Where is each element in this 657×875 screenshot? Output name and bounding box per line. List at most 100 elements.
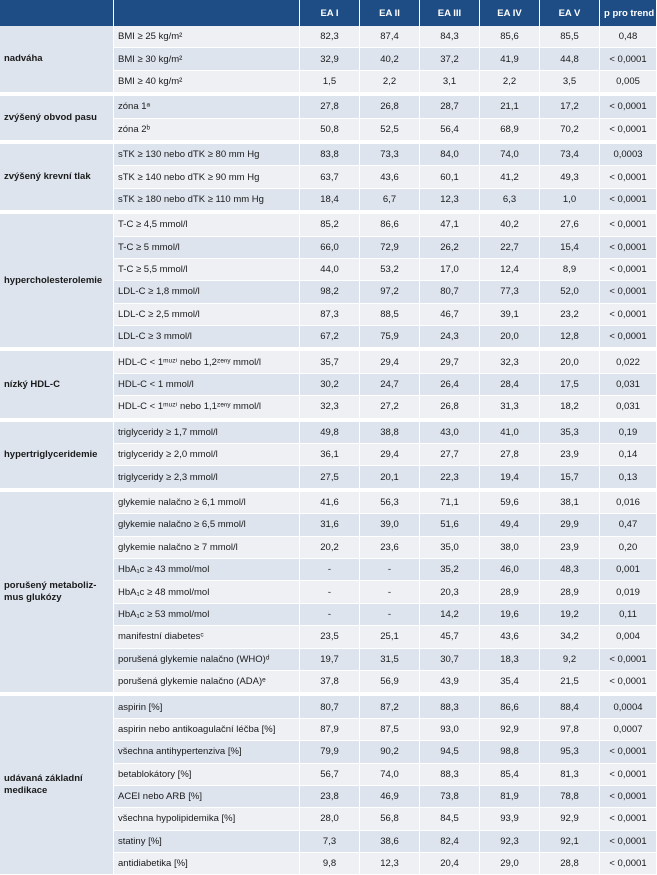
table-row: udávaná základní medikace aspirin [%] 80,7… xyxy=(0,696,657,875)
value-cell: 82,4 xyxy=(420,830,480,854)
value-cell: 87,2 xyxy=(360,696,420,719)
value-cell: 53,2 xyxy=(360,258,420,282)
criterion-cell: LDL-C ≥ 3 mmol/l xyxy=(114,326,300,349)
p-trend-cell: 0,001 xyxy=(600,558,657,582)
value-cell: 2,2 xyxy=(360,70,420,94)
table-row: glykemie nalačno ≥ 6,5 mmol/l 31,6 39,0 51,… xyxy=(0,514,657,537)
value-cell: 30,7 xyxy=(420,648,480,671)
p-trend-cell: < 0,0001 xyxy=(600,853,657,875)
value-cell: 72,9 xyxy=(360,236,420,259)
table-row: HbA₁c ≥ 43 mmol/mol - -35,2 46,0 48,3 0,001 xyxy=(0,558,657,582)
value-cell: 38,6 xyxy=(360,830,420,854)
group-label: udávaná základní medikace xyxy=(0,696,114,875)
value-cell: 84,3 xyxy=(420,26,480,49)
table-row: triglyceridy ≥ 2,0 mmol/l 36,1 29,4 27,7 27,… xyxy=(0,444,657,467)
value-cell: 43,6 xyxy=(480,626,540,649)
criterion-cell: sTK ≥ 130 nebo dTK ≥ 80 mm Hg xyxy=(114,143,300,167)
p-trend-cell: 0,47 xyxy=(600,514,657,537)
value-cell: 38,8 xyxy=(360,421,420,445)
criterion-cell: zóna 1ᵃ xyxy=(114,96,300,119)
value-cell: 20,2 xyxy=(300,536,360,559)
value-cell: 84,5 xyxy=(420,808,480,831)
table-body: nadváha BMI ≥ 25 kg/m² 82,3 87,4 84,3 85,6 85,… xyxy=(0,26,657,875)
value-cell: 29,9 xyxy=(540,514,600,537)
p-trend-cell: 0,0004 xyxy=(600,696,657,719)
p-trend-cell: 0,005 xyxy=(600,70,657,94)
group-label: zvýšený krevní tlak xyxy=(0,143,114,212)
value-cell: 14,2 xyxy=(420,603,480,627)
value-cell: 20,1 xyxy=(360,466,420,489)
table-row: porušený metaboliz-mus glukózy glykemie n… xyxy=(0,491,657,694)
value-cell: 17,5 xyxy=(540,373,600,397)
value-cell: 87,9 xyxy=(300,718,360,742)
criterion-cell: HDL-C < 1 mmol/l xyxy=(114,373,300,397)
p-trend-cell: < 0,0001 xyxy=(600,214,657,237)
value-cell: 88,3 xyxy=(420,763,480,786)
value-cell: 27,2 xyxy=(360,396,420,419)
value-cell: 41,0 xyxy=(480,421,540,445)
value-cell: 38,0 xyxy=(480,536,540,559)
value-cell: 36,1 xyxy=(300,444,360,467)
value-cell: 56,9 xyxy=(360,670,420,694)
value-cell: 49,4 xyxy=(480,514,540,537)
p-trend-cell: < 0,0001 xyxy=(600,808,657,831)
value-cell: 26,4 xyxy=(420,373,480,397)
header-ea3: EA III xyxy=(420,0,480,26)
p-trend-cell: 0,0003 xyxy=(600,143,657,167)
value-cell: 56,3 xyxy=(360,491,420,515)
value-cell: 78,8 xyxy=(540,785,600,809)
value-cell: 94,5 xyxy=(420,741,480,764)
value-cell: 18,4 xyxy=(300,188,360,212)
value-cell: 12,8 xyxy=(540,326,600,349)
criterion-cell: sTK ≥ 140 nebo dTK ≥ 90 mm Hg xyxy=(114,166,300,189)
value-cell: 60,1 xyxy=(420,166,480,189)
value-cell: 34,2 xyxy=(540,626,600,649)
value-cell: 20,3 xyxy=(420,581,480,604)
table-row: všechna antihypertenziva [%] 79,9 90,2 94,5… xyxy=(0,741,657,764)
value-cell: 52,0 xyxy=(540,281,600,304)
header-row: EA I EA II EA III EA IV EA V p pro trend xyxy=(0,0,657,26)
value-cell: 73,8 xyxy=(420,785,480,809)
header-ea5: EA V xyxy=(540,0,600,26)
group-label: zvýšený obvod pasu xyxy=(0,96,114,141)
p-trend-cell: < 0,0001 xyxy=(600,236,657,259)
value-cell: 95,3 xyxy=(540,741,600,764)
value-cell: 74,0 xyxy=(360,763,420,786)
criterion-cell: HbA₁c ≥ 53 mmol/mol xyxy=(114,603,300,627)
p-trend-cell: 0,13 xyxy=(600,466,657,489)
value-cell: 27,8 xyxy=(480,444,540,467)
table-row: zóna 2ᵇ 50,8 52,5 56,4 68,9 70,2 < 0,0001 xyxy=(0,118,657,141)
value-cell: 23,2 xyxy=(540,303,600,327)
p-trend-cell: < 0,0001 xyxy=(600,188,657,212)
table-row: zvýšený obvod pasu zóna 1ᵃ 27,8 26,8 28,7 21,… xyxy=(0,96,657,141)
table-row: triglyceridy ≥ 2,3 mmol/l 27,5 20,1 22,3 19,… xyxy=(0,466,657,489)
table-row: nízký HDL-C HDL-C < 1ᵐᵘᶻⁱ nebo 1,2ᶻᵉⁿʸ mm… xyxy=(0,351,657,419)
value-cell: 31,6 xyxy=(300,514,360,537)
value-cell: 85,6 xyxy=(480,26,540,49)
criterion-cell: betablokátory [%] xyxy=(114,763,300,786)
value-cell: 35,3 xyxy=(540,421,600,445)
value-cell: 23,9 xyxy=(540,536,600,559)
table-row: BMI ≥ 40 kg/m² 1,5 2,2 3,1 2,2 3,5 0,005 xyxy=(0,70,657,94)
value-cell: 26,8 xyxy=(420,396,480,419)
criterion-cell: T-C ≥ 5 mmol/l xyxy=(114,236,300,259)
value-cell: 97,8 xyxy=(540,718,600,742)
p-trend-cell: 0,022 xyxy=(600,351,657,374)
value-cell: 12,3 xyxy=(420,188,480,212)
value-cell: 9,8 xyxy=(300,853,360,875)
p-trend-cell: < 0,0001 xyxy=(600,48,657,71)
value-cell: 22,7 xyxy=(480,236,540,259)
value-cell: 85,2 xyxy=(300,214,360,237)
table-row: porušená glykemie nalačno (WHO)ᵈ 19,7 31,5… xyxy=(0,648,657,671)
p-trend-cell: 0,19 xyxy=(600,421,657,445)
value-cell: 35,2 xyxy=(420,558,480,582)
value-cell: 46,9 xyxy=(360,785,420,809)
value-cell: 17,2 xyxy=(540,96,600,119)
value-cell: 81,9 xyxy=(480,785,540,809)
value-cell: 68,9 xyxy=(480,118,540,141)
value-cell: 29,7 xyxy=(420,351,480,374)
header-group xyxy=(0,0,114,26)
value-cell: 23,6 xyxy=(360,536,420,559)
p-trend-cell: < 0,0001 xyxy=(600,326,657,349)
